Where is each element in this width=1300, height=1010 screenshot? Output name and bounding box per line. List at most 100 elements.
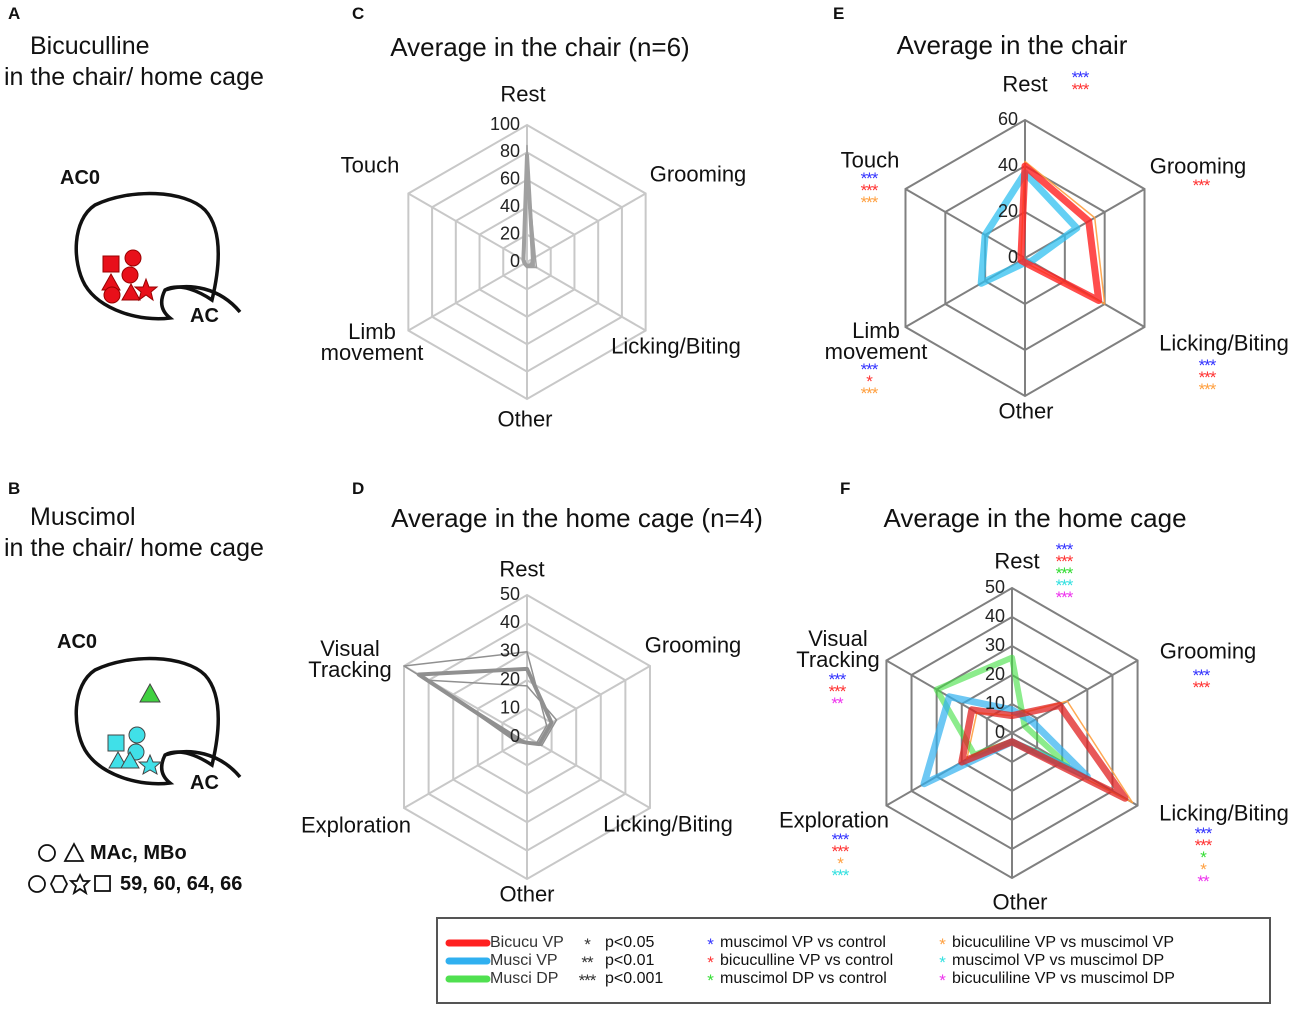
tick-label: 100: [490, 114, 520, 134]
legend-marker: *: [707, 953, 714, 972]
significance-stars: ***: [828, 682, 847, 701]
panel-letter: B: [8, 479, 21, 498]
significance-stars: ***: [860, 193, 879, 212]
significance-stars: **: [831, 694, 843, 713]
category-label: Visual Tracking: [308, 636, 392, 682]
panel-subtitle: in the chair/ home cage: [4, 63, 264, 91]
category-label: Limb movement: [320, 319, 424, 365]
significance-stars: ***: [1198, 368, 1217, 387]
legend-stars: *: [584, 935, 591, 954]
area-label: AC: [190, 772, 219, 794]
axis-spoke: [526, 261, 647, 332]
tick-label: 60: [998, 109, 1018, 129]
key-label: MAc, MBo: [90, 842, 187, 864]
chart-title: Average in the chair: [896, 30, 1128, 60]
legend-label: muscimol DP vs control: [720, 970, 887, 987]
axis-spoke: [526, 736, 651, 809]
series-line: [1017, 162, 1103, 305]
legend-label: p<0.05: [605, 934, 655, 951]
tick-label: 0: [510, 251, 520, 271]
area-label: AC: [190, 305, 219, 327]
significance-stars: ***: [1071, 80, 1090, 99]
panel-letter: E: [833, 4, 845, 23]
series-line: [523, 144, 533, 266]
significance-stars: ***: [831, 866, 850, 885]
brain-diagram: [74, 191, 242, 786]
tick-label: 40: [985, 606, 1005, 626]
category-label: Visual Tracking: [796, 626, 880, 672]
significance-stars: ***: [860, 181, 879, 200]
category-label: Licking/Biting: [1159, 330, 1289, 356]
category-label: Touch: [340, 152, 400, 178]
tick-label: 20: [500, 223, 520, 243]
category-label: Rest: [500, 81, 546, 107]
category-label: Touch: [840, 147, 900, 173]
legend-marker: *: [707, 971, 714, 990]
tick-label: 50: [985, 577, 1005, 597]
significance-stars: ***: [828, 670, 847, 689]
region-label: AC0: [57, 631, 98, 653]
category-label: Exploration: [300, 812, 412, 838]
legend-label: p<0.001: [605, 970, 664, 987]
axis-spoke: [526, 192, 647, 263]
significance-stars: ***: [860, 384, 879, 403]
significance-stars: ***: [831, 842, 850, 861]
legend-label: Bicucu VP: [490, 934, 564, 951]
tick-label: 80: [500, 141, 520, 161]
legend-label: muscimol VP vs control: [720, 934, 886, 951]
legend-marker: *: [939, 953, 946, 972]
panel-letter: A: [8, 4, 21, 23]
series-line: [521, 165, 538, 269]
significance-stars: ***: [860, 360, 879, 379]
significance-stars: ***: [1192, 176, 1211, 195]
category-label: Grooming: [1159, 638, 1257, 664]
category-label: Grooming: [649, 161, 747, 187]
category-label: Licking/Biting: [611, 333, 741, 359]
legend-stars: **: [581, 953, 593, 972]
legend-label: muscimol VP vs muscimol DP: [952, 952, 1165, 969]
legend-box: [436, 917, 1271, 1004]
significance-stars: *: [1200, 848, 1207, 867]
panel-subtitle: in the chair/ home cage: [4, 534, 264, 562]
legend-label: Musci DP: [490, 970, 559, 987]
significance-stars: ***: [1194, 836, 1213, 855]
legend-marker: *: [939, 935, 946, 954]
tick-label: 0: [995, 722, 1005, 742]
tick-label: 60: [500, 169, 520, 189]
legend-label: bicuculline VP vs control: [720, 952, 894, 969]
tick-label: 40: [500, 612, 520, 632]
tick-label: 0: [1008, 247, 1018, 267]
tick-label: 20: [998, 201, 1018, 221]
significance-stars: ***: [1055, 564, 1074, 583]
panel-letter: F: [840, 479, 851, 498]
significance-stars: ***: [1055, 552, 1074, 571]
injection-sites: [107, 682, 163, 776]
category-label: Rest: [499, 556, 545, 582]
significance-stars: ***: [1055, 540, 1074, 559]
tick-label: 30: [985, 635, 1005, 655]
significance-stars: ***: [1055, 576, 1074, 595]
significance-stars: *: [866, 372, 873, 391]
tick-label: 30: [500, 641, 520, 661]
axis-spoke: [403, 736, 528, 809]
significance-stars: ***: [1198, 356, 1217, 375]
category-label: Licking/Biting: [1159, 800, 1289, 826]
panel-letter: C: [352, 4, 365, 23]
category-label: Rest: [994, 548, 1040, 574]
series-line: [958, 701, 1129, 802]
significance-stars: **: [1197, 872, 1209, 891]
tick-label: 50: [500, 584, 520, 604]
injection-sites: [101, 249, 159, 304]
chart-title: Average in the home cage: [883, 503, 1187, 533]
panel-title: Muscimol: [30, 503, 136, 531]
region-label: AC0: [60, 167, 101, 189]
tick-label: 40: [500, 196, 520, 216]
significance-stars: ***: [831, 830, 850, 849]
key-label: 59, 60, 64, 66: [120, 873, 243, 895]
tick-label: 10: [985, 693, 1005, 713]
series-line: [403, 651, 548, 744]
legend-label: Musci VP: [490, 952, 558, 969]
chart-title: Average in the home cage (n=4): [391, 503, 763, 533]
legend-label: bicuculiline VP vs muscimol DP: [952, 970, 1175, 987]
